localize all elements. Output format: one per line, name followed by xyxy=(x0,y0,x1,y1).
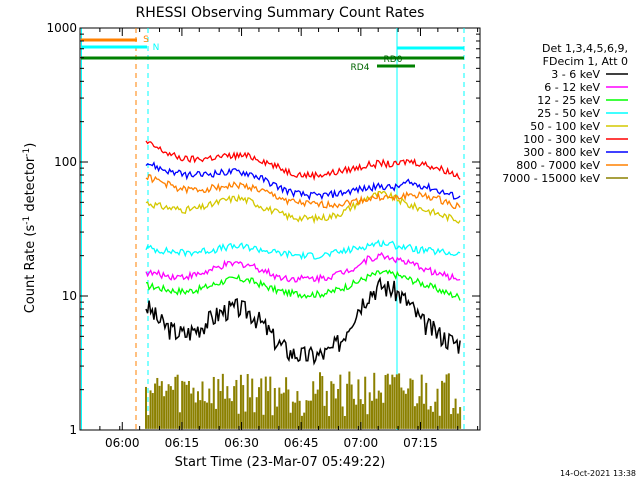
series-2 xyxy=(145,269,461,301)
series-5 xyxy=(145,140,461,182)
legend-label: 12 - 25 keV xyxy=(537,94,600,107)
x-tick-label: 06:00 xyxy=(105,436,140,450)
y-axis-label-part: Count Rate (s xyxy=(23,225,38,314)
annotation-rd0: RD0 xyxy=(384,55,403,65)
y-tick-label: 1000 xyxy=(46,21,77,35)
legend-label: 7000 - 15000 keV xyxy=(502,172,600,185)
series-0 xyxy=(145,276,461,366)
legend-label: 300 - 800 keV xyxy=(523,146,600,159)
x-tick-label: 06:45 xyxy=(284,436,319,450)
legend-label: 3 - 6 keV xyxy=(551,68,600,81)
x-tick-label: 07:00 xyxy=(344,436,379,450)
legend-header: FDecim 1, Att 0 xyxy=(543,55,628,68)
series-1 xyxy=(145,251,461,284)
plot-area: SN RD0 RD4 xyxy=(79,27,481,431)
chart-title: RHESSI Observing Summary Count Rates xyxy=(136,5,425,21)
plot-frame xyxy=(79,27,481,431)
series-7 xyxy=(145,173,461,209)
footer-stamp: 14-Oct-2021 13:38 xyxy=(560,469,636,478)
y-tick-label: 100 xyxy=(54,155,77,169)
y-axis-label-sup: -1 xyxy=(22,216,32,225)
y-axis-label-part: ) xyxy=(23,143,38,148)
y-axis-label-part: detector xyxy=(23,156,38,216)
y-tick-label: 1 xyxy=(69,423,77,437)
legend-label: 800 - 7000 keV xyxy=(516,159,600,172)
x-tick-label: 06:15 xyxy=(165,436,200,450)
series-3 xyxy=(145,239,461,261)
legend: Det 1,3,4,5,6,9,FDecim 1, Att 03 - 6 keV… xyxy=(502,42,628,185)
x-tick-label: 06:30 xyxy=(224,436,259,450)
series-4 xyxy=(145,190,461,225)
legend-label: 25 - 50 keV xyxy=(537,107,600,120)
axis-ticks: 1 10 100 1000 06:00 06:15 06:30 06:45 07:00 07:15 xyxy=(46,21,480,450)
legend-header: Det 1,3,4,5,6,9, xyxy=(542,42,628,55)
annotation-s: S xyxy=(143,35,149,45)
series-6 xyxy=(145,161,461,201)
y-tick-label: 10 xyxy=(62,289,77,303)
series-8 xyxy=(145,371,462,429)
x-tick-label: 07:15 xyxy=(403,436,438,450)
annotation-n: N xyxy=(153,43,160,53)
y-axis-label: Count Rate (s-1 detector-1) xyxy=(22,143,38,314)
legend-label: 6 - 12 keV xyxy=(544,81,600,94)
annotation-rd4: RD4 xyxy=(351,63,370,73)
legend-label: 50 - 100 keV xyxy=(530,120,600,133)
legend-label: 100 - 300 keV xyxy=(523,133,600,146)
y-axis-label-sup: -1 xyxy=(22,148,32,157)
x-axis-label: Start Time (23-Mar-07 05:49:22) xyxy=(175,455,386,470)
